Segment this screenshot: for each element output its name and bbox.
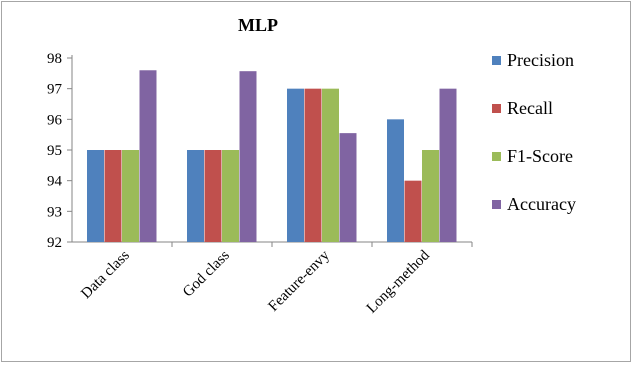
bar-recall xyxy=(304,88,322,243)
bar-precision xyxy=(187,150,204,242)
legend-label: Precision xyxy=(507,50,574,70)
y-tick-label: 92 xyxy=(47,235,62,251)
bar-accuracy xyxy=(239,71,257,242)
y-tick-label: 97 xyxy=(47,82,63,98)
plot-area: 92 93 94 95 96 97 98 Data class God class Feature… xyxy=(47,51,473,317)
bar-precision xyxy=(387,119,404,242)
x-tick-label: Data class xyxy=(78,247,133,302)
y-tick-label: 94 xyxy=(47,174,63,190)
y-tick-label: 98 xyxy=(47,51,62,67)
legend: Precision Recall F1-Score Accuracy xyxy=(492,50,576,214)
y-tick-label: 93 xyxy=(47,204,62,220)
bar-f1-score xyxy=(322,88,339,243)
bar-f1-score xyxy=(222,150,239,242)
x-tick-label: Long-method xyxy=(364,247,433,316)
bar-f1-score xyxy=(422,150,439,242)
x-tick-label: Feature-envy xyxy=(266,247,334,315)
bar-accuracy xyxy=(439,88,457,243)
legend-label: Accuracy xyxy=(507,194,576,214)
legend-label: F1-Score xyxy=(507,146,573,166)
legend-swatch xyxy=(492,152,501,161)
x-tick-label: God class xyxy=(180,247,233,300)
bar-precision xyxy=(87,150,104,242)
bar-recall xyxy=(404,180,422,242)
legend-label: Recall xyxy=(507,98,553,118)
chart-title: MLP xyxy=(238,15,278,35)
bar-recall xyxy=(204,150,222,242)
bar-accuracy xyxy=(139,70,157,243)
bar-precision xyxy=(287,88,304,243)
bar-accuracy xyxy=(339,133,357,242)
legend-swatch xyxy=(492,56,501,65)
legend-swatch xyxy=(492,200,501,209)
bar-recall xyxy=(104,150,122,242)
y-tick-label: 95 xyxy=(47,143,62,159)
y-tick-label: 96 xyxy=(47,112,63,128)
bar-f1-score xyxy=(122,150,139,242)
legend-swatch xyxy=(492,104,501,113)
